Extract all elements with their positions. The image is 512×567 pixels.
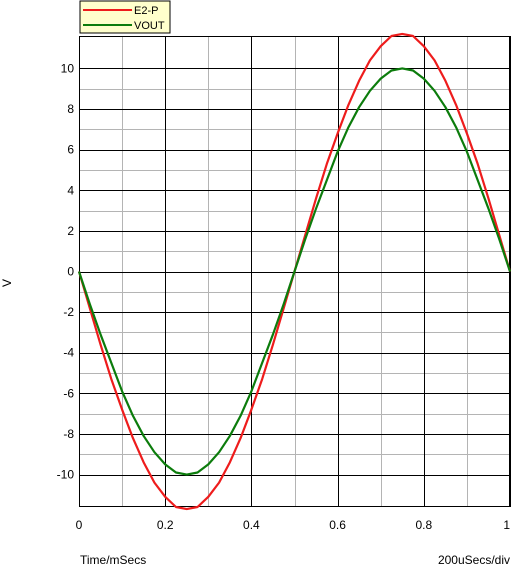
legend-label-e2p: E2-P (134, 5, 158, 17)
x-tick-label: 0.8 (415, 518, 432, 532)
x-tick-label: 0.4 (243, 518, 260, 532)
y-tick-label: 0 (67, 265, 74, 279)
series-layer (77, 32, 512, 511)
y-tick-label: -10 (57, 468, 75, 482)
series-line-vout (77, 67, 512, 476)
y-tick-label: 4 (67, 183, 74, 197)
y-tick-label: 8 (67, 102, 74, 116)
y-tick-label: 6 (67, 143, 74, 157)
x-tick-label: 1 (503, 518, 510, 532)
legend-label-vout: VOUT (134, 20, 165, 32)
y-axis-label: V (0, 279, 14, 287)
x-tick-label: 0.6 (329, 518, 346, 532)
x-tick-label: 0.2 (157, 518, 174, 532)
y-tick-label: -8 (63, 427, 74, 441)
tick-labels: -10 -8 -6 -4 -2 0 2 4 6 8 10 0 0.2 0.4 0.6 0.8 1 (57, 61, 511, 532)
x-scale-label: 200uSecs/div (438, 553, 510, 567)
y-tick-label: -4 (63, 346, 74, 360)
x-tick-label: 0 (76, 518, 83, 532)
y-tick-label: 2 (67, 224, 74, 238)
y-tick-label: 10 (61, 61, 75, 75)
y-tick-label: -2 (63, 305, 74, 319)
y-tick-label: -6 (63, 386, 74, 400)
x-axis-label: Time/mSecs (80, 553, 146, 567)
legend-box (79, 0, 171, 34)
legend: E2-P VOUT (79, 0, 171, 34)
